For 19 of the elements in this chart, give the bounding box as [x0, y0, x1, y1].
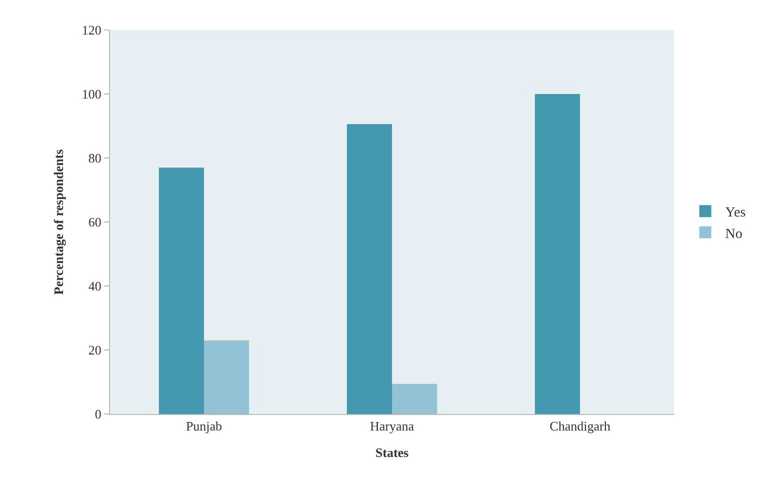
y-tick-label: 60	[88, 214, 102, 230]
y-tick-label: 0	[94, 406, 102, 422]
x-tick-label: Haryana	[370, 418, 414, 434]
bar	[346, 124, 392, 414]
y-tick-label: 120	[82, 22, 102, 38]
x-tick-label: Punjab	[186, 418, 222, 434]
y-tick-label: 80	[88, 150, 102, 166]
x-tick-label: Chandigarh	[550, 418, 611, 434]
y-axis-title: Percentage of respondents	[50, 149, 66, 295]
bar	[534, 94, 580, 414]
bar	[158, 168, 204, 414]
y-tick-label: 100	[82, 86, 102, 102]
legend-label: Yes	[725, 206, 746, 221]
y-tick-label: 20	[88, 342, 102, 358]
legend-label: No	[725, 226, 742, 242]
bar	[204, 340, 250, 414]
bar	[392, 384, 438, 414]
x-axis-title: States	[375, 445, 409, 460]
y-tick-label: 40	[88, 278, 102, 294]
